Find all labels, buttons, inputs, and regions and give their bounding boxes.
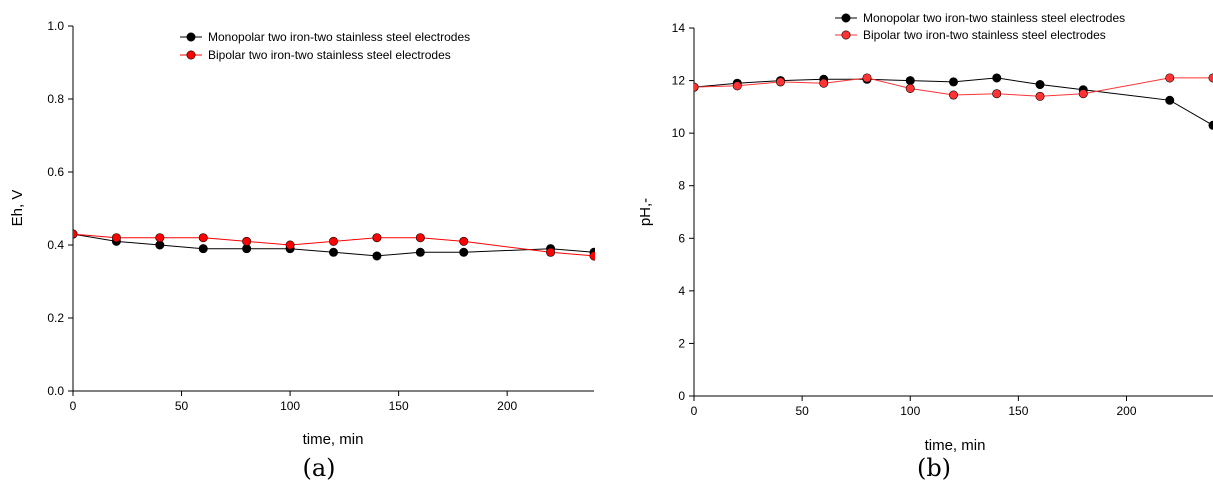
legend-marker	[186, 32, 196, 42]
plot-area	[694, 73, 1213, 130]
data-point	[1035, 91, 1045, 101]
data-point	[1208, 120, 1213, 130]
data-point	[372, 251, 382, 261]
legend: Monopolar two iron-two stainless steel e…	[180, 30, 470, 62]
data-point	[415, 233, 425, 243]
x-tick-label: 50	[795, 404, 809, 418]
y-tick-label: 0.4	[47, 238, 64, 252]
series-line-1	[73, 233, 595, 257]
x-tick-label: 150	[1008, 404, 1028, 418]
legend: Monopolar two iron-two stainless steel e…	[835, 11, 1125, 42]
y-tick-label: 0.8	[47, 92, 64, 106]
y-tick-label: 0.0	[47, 384, 64, 398]
data-point	[459, 247, 469, 257]
data-point	[155, 233, 165, 243]
data-point	[694, 82, 699, 92]
x-tick-label: 150	[389, 399, 409, 413]
y-tick-label: 8	[678, 179, 685, 193]
data-point	[948, 77, 958, 87]
data-point	[111, 233, 121, 243]
data-point	[948, 90, 958, 100]
data-point	[415, 247, 425, 257]
data-point	[73, 229, 78, 239]
x-tick-label: 200	[1116, 404, 1136, 418]
x-tick-label: 50	[175, 399, 189, 413]
data-point	[242, 236, 252, 246]
data-point	[1165, 95, 1175, 105]
y-axis-title: pH,-	[637, 198, 654, 226]
legend-label: Bipolar two iron-two stainless steel ele…	[863, 28, 1106, 42]
series-line-2	[73, 233, 595, 257]
data-point	[372, 233, 382, 243]
panel-label: (a)	[302, 454, 335, 482]
y-axis-title: Eh, V	[9, 190, 26, 227]
series-line-2	[694, 77, 1213, 97]
data-point	[992, 89, 1002, 99]
legend-label: Monopolar two iron-two stainless steel e…	[863, 11, 1125, 25]
y-tick-label: 0.2	[47, 311, 64, 325]
x-tick-label: 200	[497, 399, 517, 413]
data-point	[862, 73, 872, 83]
data-point	[589, 251, 595, 261]
data-point	[992, 73, 1002, 83]
legend-marker	[841, 30, 851, 40]
data-point	[905, 76, 915, 86]
data-point	[328, 247, 338, 257]
y-tick-label: 2	[678, 336, 685, 350]
chart-panel-1: 0.0 0.2 0.4 0.6 0.8 1.0 0 50 100 150 200 time, min E…	[9, 19, 595, 482]
x-axis-title: time, min	[925, 437, 986, 454]
data-point	[905, 83, 915, 93]
legend-label: Monopolar two iron-two stainless steel e…	[208, 30, 470, 44]
x-tick-label: 0	[70, 399, 77, 413]
x-axis-title: time, min	[303, 431, 364, 448]
data-point	[328, 236, 338, 246]
data-point	[198, 233, 208, 243]
y-tick-label: 12	[672, 74, 686, 88]
data-point	[1165, 73, 1175, 83]
data-point	[1035, 80, 1045, 90]
data-point	[819, 78, 829, 88]
y-tick-label: 0	[678, 389, 685, 403]
data-point	[546, 247, 556, 257]
data-point	[285, 240, 295, 250]
data-point	[775, 77, 785, 87]
plot-area	[73, 229, 595, 261]
data-point	[732, 81, 742, 91]
legend-marker	[186, 50, 196, 60]
legend-marker	[841, 13, 851, 23]
y-tick-label: 1.0	[47, 19, 64, 33]
x-tick-label: 100	[280, 399, 300, 413]
data-point	[1078, 89, 1088, 99]
data-point	[459, 236, 469, 246]
y-tick-label: 10	[672, 126, 686, 140]
y-tick-label: 4	[678, 284, 685, 298]
legend-label: Bipolar two iron-two stainless steel ele…	[208, 48, 451, 62]
panel-label: (b)	[917, 454, 951, 482]
data-point	[1208, 73, 1213, 83]
y-tick-label: 14	[672, 21, 686, 35]
data-point	[198, 244, 208, 254]
x-tick-label: 0	[691, 404, 698, 418]
y-tick-label: 0.6	[47, 165, 64, 179]
chart-panel-2: 0 2 4 6 8 10 12 14 0 50 100 150 200 time, min pH,- Mono…	[637, 11, 1213, 482]
y-tick-label: 6	[678, 231, 685, 245]
x-tick-label: 100	[900, 404, 920, 418]
